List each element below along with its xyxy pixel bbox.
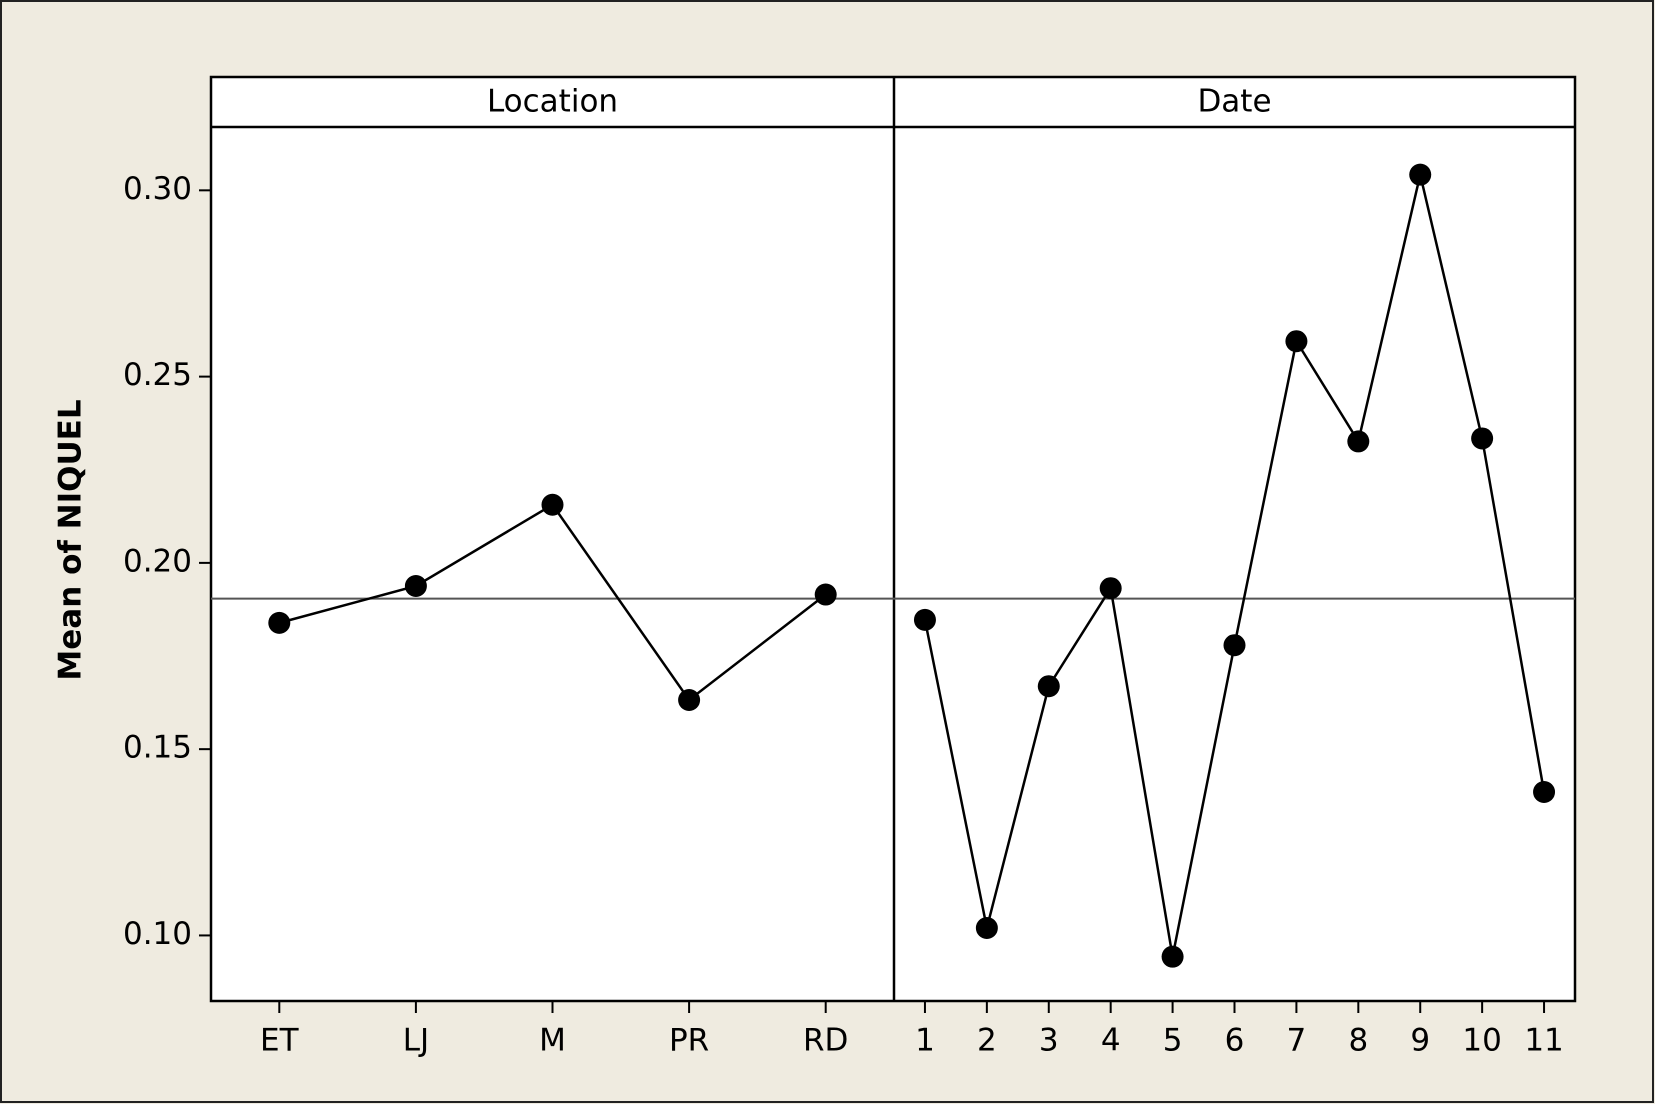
x-tick-label: PR — [669, 1023, 709, 1059]
x-tick-label: 2 — [977, 1023, 997, 1059]
x-tick-label: RD — [803, 1023, 848, 1059]
x-tick-label: 6 — [1225, 1023, 1245, 1059]
data-point — [1471, 427, 1494, 450]
x-tick-label: 9 — [1410, 1023, 1430, 1059]
x-tick-label: ET — [260, 1023, 300, 1059]
x-tick-label: 4 — [1101, 1023, 1121, 1059]
panel-title: Location — [487, 84, 618, 120]
data-point — [268, 611, 291, 634]
x-tick-label: 5 — [1163, 1023, 1183, 1059]
x-tick-label: M — [539, 1023, 566, 1059]
y-tick-label: 0.30 — [123, 171, 192, 207]
y-tick-label: 0.10 — [123, 916, 192, 952]
data-point — [541, 493, 564, 516]
x-tick-label: 3 — [1039, 1023, 1059, 1059]
x-tick-label: LJ — [403, 1023, 429, 1059]
data-point — [404, 574, 427, 597]
data-point — [1099, 577, 1122, 600]
data-point — [814, 583, 837, 606]
y-axis-label: Mean of NIQUEL — [53, 399, 89, 680]
data-point — [1533, 781, 1556, 803]
data-point — [1037, 675, 1060, 698]
x-tick-label: 7 — [1287, 1023, 1307, 1059]
data-point — [1223, 634, 1246, 657]
data-point — [1285, 330, 1308, 353]
data-point — [975, 916, 998, 939]
data-point — [678, 688, 701, 711]
x-tick-label: 10 — [1462, 1023, 1501, 1059]
y-tick-label: 0.25 — [123, 357, 192, 393]
data-point — [913, 608, 936, 631]
data-point — [1161, 945, 1184, 968]
x-tick-label: 1 — [915, 1023, 935, 1059]
x-tick-label: 11 — [1524, 1023, 1563, 1059]
y-tick-label: 0.15 — [123, 730, 192, 766]
data-point — [1347, 430, 1370, 453]
panel-title: Date — [1197, 84, 1271, 120]
x-tick-label: 8 — [1348, 1023, 1368, 1059]
data-point — [1409, 163, 1432, 186]
y-tick-label: 0.20 — [123, 543, 192, 579]
